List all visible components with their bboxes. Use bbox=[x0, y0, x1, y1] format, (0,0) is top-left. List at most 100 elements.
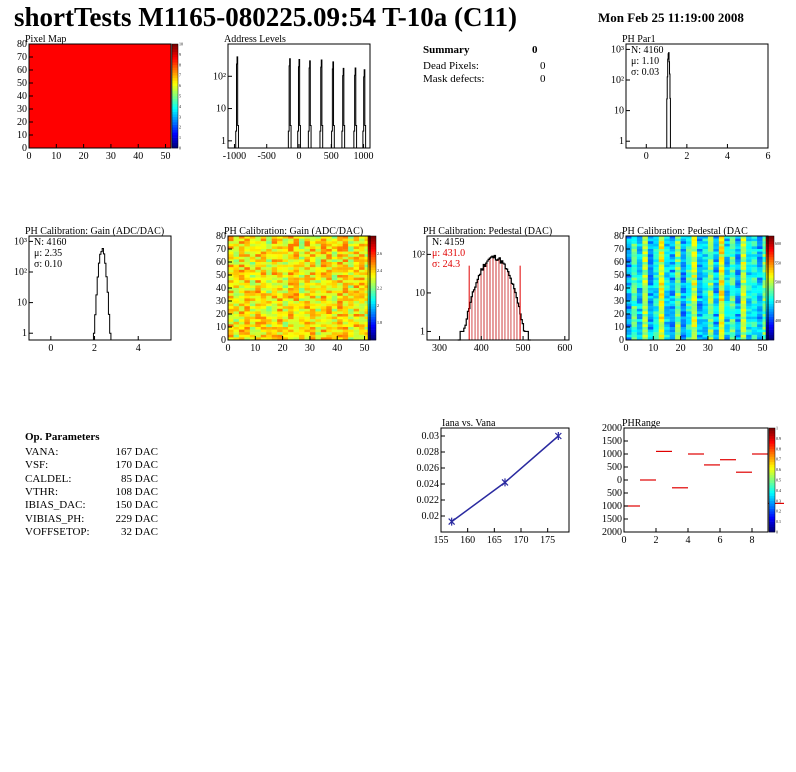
heatmap-cell bbox=[244, 293, 251, 296]
heatmap-cell bbox=[675, 298, 681, 302]
heatmap-cell bbox=[631, 269, 638, 273]
heatmap-cell bbox=[326, 293, 332, 296]
heatmap-cell bbox=[353, 259, 360, 263]
heatmap-cell bbox=[233, 254, 240, 257]
colorbar-segment bbox=[766, 314, 774, 317]
x-tick-label: 600 bbox=[557, 343, 572, 354]
date-label: Mon Feb 25 11:19:00 2008 bbox=[598, 10, 744, 25]
heatmap-cell bbox=[751, 295, 758, 299]
heatmap-cell bbox=[271, 314, 278, 317]
heatmap-cell bbox=[249, 267, 256, 270]
heatmap-cell bbox=[348, 311, 354, 315]
heatmap-cell bbox=[626, 293, 632, 296]
colorbar-segment bbox=[766, 298, 774, 302]
colorbar-segment bbox=[769, 480, 775, 483]
heatmap-cell bbox=[636, 280, 643, 283]
op-param-value: 108 DAC bbox=[115, 485, 158, 498]
heatmap-cell bbox=[309, 311, 316, 315]
heatmap-cell bbox=[707, 264, 714, 268]
heatmap-cell bbox=[364, 321, 371, 325]
heatmap-cell bbox=[669, 321, 676, 325]
colorbar-segment bbox=[769, 529, 775, 533]
heatmap-cell bbox=[271, 311, 278, 315]
heatmap-cell bbox=[282, 327, 289, 330]
colorbar-segment bbox=[172, 46, 178, 50]
colorbar-segment bbox=[172, 62, 178, 66]
heatmap-cell bbox=[642, 246, 649, 250]
colorbar-segment bbox=[766, 249, 774, 252]
heatmap-cell bbox=[702, 275, 709, 278]
heatmap-cell bbox=[233, 303, 240, 307]
heatmap-cell bbox=[702, 316, 709, 320]
heatmap-cell bbox=[757, 314, 763, 317]
heatmap-cell bbox=[669, 324, 676, 328]
heatmap-cell bbox=[255, 303, 261, 307]
heatmap-cell bbox=[680, 332, 687, 335]
heatmap-cell bbox=[707, 256, 714, 260]
heatmap-cell bbox=[746, 277, 752, 281]
heatmap-cell bbox=[729, 337, 736, 341]
heatmap-cell bbox=[631, 290, 638, 294]
heatmap-cell bbox=[740, 236, 747, 239]
heatmap-cell bbox=[282, 275, 289, 278]
colorbar-segment bbox=[766, 324, 774, 328]
heatmap-cell bbox=[326, 319, 332, 322]
heatmap-cell bbox=[228, 264, 234, 268]
heatmap-cell bbox=[249, 262, 256, 265]
heatmap-cell bbox=[697, 301, 703, 304]
colorbar-segment bbox=[766, 329, 774, 333]
heatmap-cell bbox=[331, 256, 338, 260]
heatmap-cell bbox=[686, 314, 692, 317]
heatmap-cell bbox=[707, 303, 714, 307]
x-tick-label: 500 bbox=[324, 151, 339, 162]
x-tick-label: 50 bbox=[758, 343, 768, 354]
heatmap-cell bbox=[244, 321, 251, 325]
heatmap-cell bbox=[282, 324, 289, 328]
heatmap-cell bbox=[337, 306, 343, 309]
heatmap-cell bbox=[631, 324, 638, 328]
heatmap-cell bbox=[266, 269, 272, 273]
heatmap-cell bbox=[718, 308, 725, 312]
heatmap-cell bbox=[669, 251, 676, 255]
heatmap-cell bbox=[746, 301, 752, 304]
heatmap-cell bbox=[228, 256, 234, 260]
x-tick-label: 40 bbox=[730, 343, 740, 354]
heatmap-cell bbox=[718, 243, 725, 247]
colorbar-segment bbox=[769, 433, 775, 437]
heatmap-cell bbox=[675, 314, 681, 317]
heatmap-cell bbox=[288, 303, 294, 307]
heatmap-cell bbox=[326, 269, 332, 273]
heatmap-cell bbox=[735, 288, 741, 291]
heatmap-cell bbox=[271, 282, 278, 286]
heatmap-cell bbox=[697, 280, 703, 283]
heatmap-cell bbox=[691, 290, 698, 294]
heatmap-cell bbox=[658, 337, 665, 341]
heatmap-cell bbox=[691, 241, 698, 244]
heatmap-cell bbox=[304, 264, 311, 268]
heatmap-cell bbox=[260, 334, 267, 338]
heatmap-cell bbox=[288, 298, 294, 302]
heatmap-cell bbox=[337, 236, 343, 239]
heatmap-cell bbox=[746, 308, 752, 312]
colorbar-segment bbox=[766, 264, 774, 268]
heatmap-cell bbox=[249, 295, 256, 299]
heatmap-cell bbox=[636, 246, 643, 250]
heatmap-cell bbox=[315, 290, 322, 294]
heatmap-cell bbox=[631, 308, 638, 312]
heatmap-cell bbox=[331, 282, 338, 286]
heatmap-cell bbox=[675, 272, 681, 276]
heatmap-cell bbox=[255, 236, 261, 239]
heatmap-cell bbox=[315, 337, 322, 341]
x-tick-label: 400 bbox=[474, 343, 489, 354]
heatmap-cell bbox=[364, 285, 371, 289]
heatmap-cell bbox=[348, 319, 354, 322]
heatmap-cell bbox=[342, 288, 349, 291]
heatmap-cell bbox=[249, 337, 256, 341]
heatmap-cell bbox=[669, 254, 676, 257]
y-tick-label: 60 bbox=[614, 257, 624, 268]
heatmap-cell bbox=[271, 249, 278, 252]
heatmap-cell bbox=[675, 238, 681, 242]
heatmap-cell bbox=[697, 334, 703, 338]
heatmap-cell bbox=[271, 298, 278, 302]
heatmap-cell bbox=[320, 256, 327, 260]
